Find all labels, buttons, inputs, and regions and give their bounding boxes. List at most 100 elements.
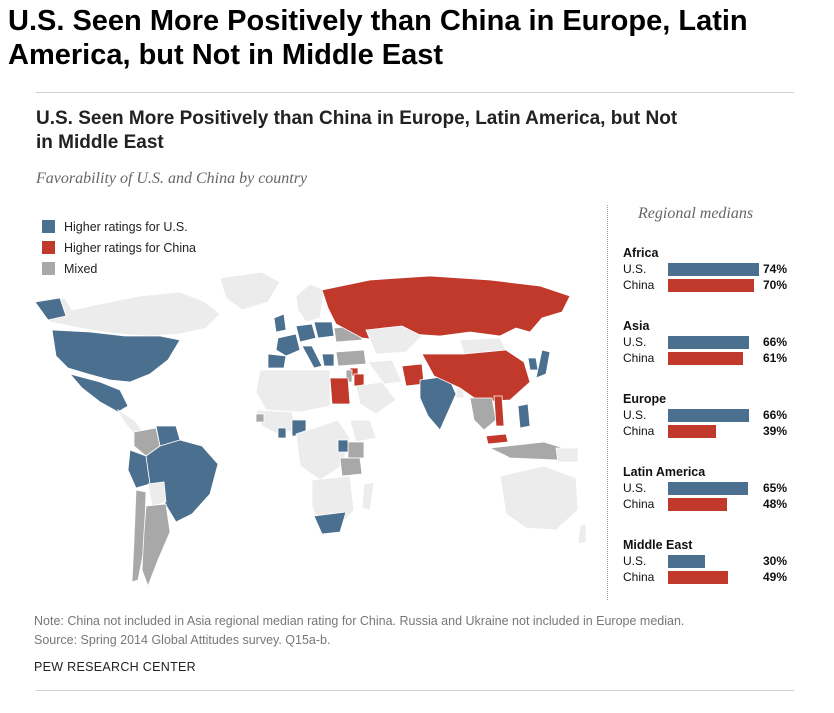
map-japan bbox=[535, 349, 551, 379]
bar-row-china: China bbox=[623, 496, 803, 512]
figure-subtitle: Favorability of U.S. and China by countr… bbox=[36, 170, 308, 187]
region-latin-america: Latin America U.S. China bbox=[623, 464, 803, 512]
legend-label-mixed: Mixed bbox=[64, 261, 98, 276]
region-europe: Europe U.S. China bbox=[623, 391, 803, 439]
legend-label-china: Higher ratings for China bbox=[64, 240, 197, 255]
map-iran bbox=[367, 359, 403, 385]
bar-africa-china bbox=[668, 278, 754, 292]
map-spain bbox=[267, 353, 287, 369]
map-mexico bbox=[68, 373, 129, 413]
bar-label-us: U.S. bbox=[623, 335, 647, 349]
bar-row-us: U.S. bbox=[623, 334, 803, 350]
map-vietnam bbox=[493, 395, 505, 427]
value-europe-china: 39% bbox=[763, 424, 788, 438]
world-map bbox=[30, 270, 590, 600]
note-text: Note: China not included in Asia regiona… bbox=[34, 614, 685, 628]
bar-row-china: China bbox=[623, 569, 803, 585]
map-germany bbox=[295, 323, 317, 343]
bar-row-us: U.S. bbox=[623, 407, 803, 423]
map-north-africa bbox=[255, 369, 331, 413]
panel-divider bbox=[607, 205, 608, 600]
map-madagascar bbox=[361, 481, 375, 511]
map-china bbox=[421, 349, 531, 403]
map-italy bbox=[301, 345, 323, 369]
bar-row-us: U.S. bbox=[623, 480, 803, 496]
value-africa-china: 70% bbox=[763, 278, 788, 292]
map-bolivia bbox=[147, 481, 167, 507]
map-chile bbox=[131, 489, 147, 583]
map-alaska bbox=[34, 297, 67, 321]
value-latin-america-china: 48% bbox=[763, 497, 788, 511]
bar-middle-east-us bbox=[668, 554, 705, 568]
value-middle-east-us: 30% bbox=[763, 554, 788, 568]
bar-latin-america-us bbox=[668, 481, 748, 495]
value-asia-china: 61% bbox=[763, 351, 788, 365]
map-malaysia bbox=[485, 433, 509, 445]
region-name: Europe bbox=[623, 392, 667, 406]
region-name: Africa bbox=[623, 246, 659, 260]
map-philippines bbox=[517, 403, 531, 429]
bottom-rule bbox=[36, 690, 794, 691]
legend-swatch-us bbox=[42, 220, 55, 233]
map-legend: Higher ratings for U.S. Higher ratings f… bbox=[42, 216, 196, 279]
top-rule bbox=[36, 92, 794, 93]
region-asia: Asia U.S. China bbox=[623, 318, 803, 366]
region-name: Middle East bbox=[623, 538, 693, 552]
bar-row-china: China bbox=[623, 277, 803, 293]
org-credit: PEW RESEARCH CENTER bbox=[34, 660, 196, 674]
world-map-svg bbox=[34, 271, 587, 588]
value-africa-us: 74% bbox=[763, 262, 788, 276]
bar-label-china: China bbox=[623, 424, 655, 438]
map-jordan bbox=[353, 373, 365, 387]
bar-africa-us bbox=[668, 262, 759, 276]
map-papua bbox=[555, 447, 579, 463]
region-africa: Africa U.S. China bbox=[623, 245, 803, 293]
map-usa bbox=[51, 329, 181, 383]
legend-item-china: Higher ratings for China bbox=[42, 237, 196, 258]
map-senegal bbox=[255, 413, 265, 423]
map-korea bbox=[527, 357, 539, 371]
region-middle-east: Middle East U.S. China bbox=[623, 537, 803, 585]
bar-label-china: China bbox=[623, 278, 655, 292]
map-poland bbox=[313, 321, 335, 339]
bar-row-us: U.S. bbox=[623, 553, 803, 569]
footnote: Note: China not included in Asia regiona… bbox=[34, 612, 814, 650]
legend-label-us: Higher ratings for U.S. bbox=[64, 219, 188, 234]
map-southeast-asia bbox=[469, 397, 497, 431]
map-greenland bbox=[219, 271, 281, 311]
map-argentina bbox=[141, 503, 171, 588]
region-name: Latin America bbox=[623, 465, 706, 479]
map-ghana bbox=[277, 427, 287, 439]
map-uk bbox=[273, 313, 287, 333]
bar-label-us: U.S. bbox=[623, 554, 647, 568]
value-middle-east-china: 49% bbox=[763, 570, 788, 584]
bar-asia-us bbox=[668, 335, 749, 349]
region-name: Asia bbox=[623, 319, 650, 333]
source-text: Source: Spring 2014 Global Attitudes sur… bbox=[34, 633, 331, 647]
bar-row-china: China bbox=[623, 423, 803, 439]
bar-label-china: China bbox=[623, 570, 655, 584]
map-ethiopia bbox=[349, 419, 377, 443]
map-uganda bbox=[337, 439, 349, 453]
bar-europe-us bbox=[668, 408, 749, 422]
regional-medians-title: Regional medians bbox=[638, 205, 754, 222]
figure-title: U.S. Seen More Positively than China in … bbox=[36, 108, 678, 153]
map-new-zealand bbox=[577, 523, 587, 545]
map-saudi bbox=[355, 381, 397, 415]
map-tanzania bbox=[339, 457, 363, 477]
map-australia bbox=[499, 465, 579, 531]
map-egypt bbox=[329, 377, 351, 405]
bar-latin-america-china bbox=[668, 497, 727, 511]
bar-row-china: China bbox=[623, 350, 803, 366]
page-title: U.S. Seen More Positively than China in … bbox=[8, 5, 748, 71]
map-turkey bbox=[335, 349, 367, 367]
map-scandinavia bbox=[295, 283, 325, 323]
legend-item-us: Higher ratings for U.S. bbox=[42, 216, 196, 237]
bar-middle-east-china bbox=[668, 570, 729, 584]
legend-item-mixed: Mixed bbox=[42, 258, 196, 279]
map-south-africa bbox=[313, 511, 347, 535]
bar-label-us: U.S. bbox=[623, 408, 647, 422]
bar-label-china: China bbox=[623, 351, 655, 365]
map-canada bbox=[39, 291, 221, 337]
bar-label-us: U.S. bbox=[623, 481, 647, 495]
